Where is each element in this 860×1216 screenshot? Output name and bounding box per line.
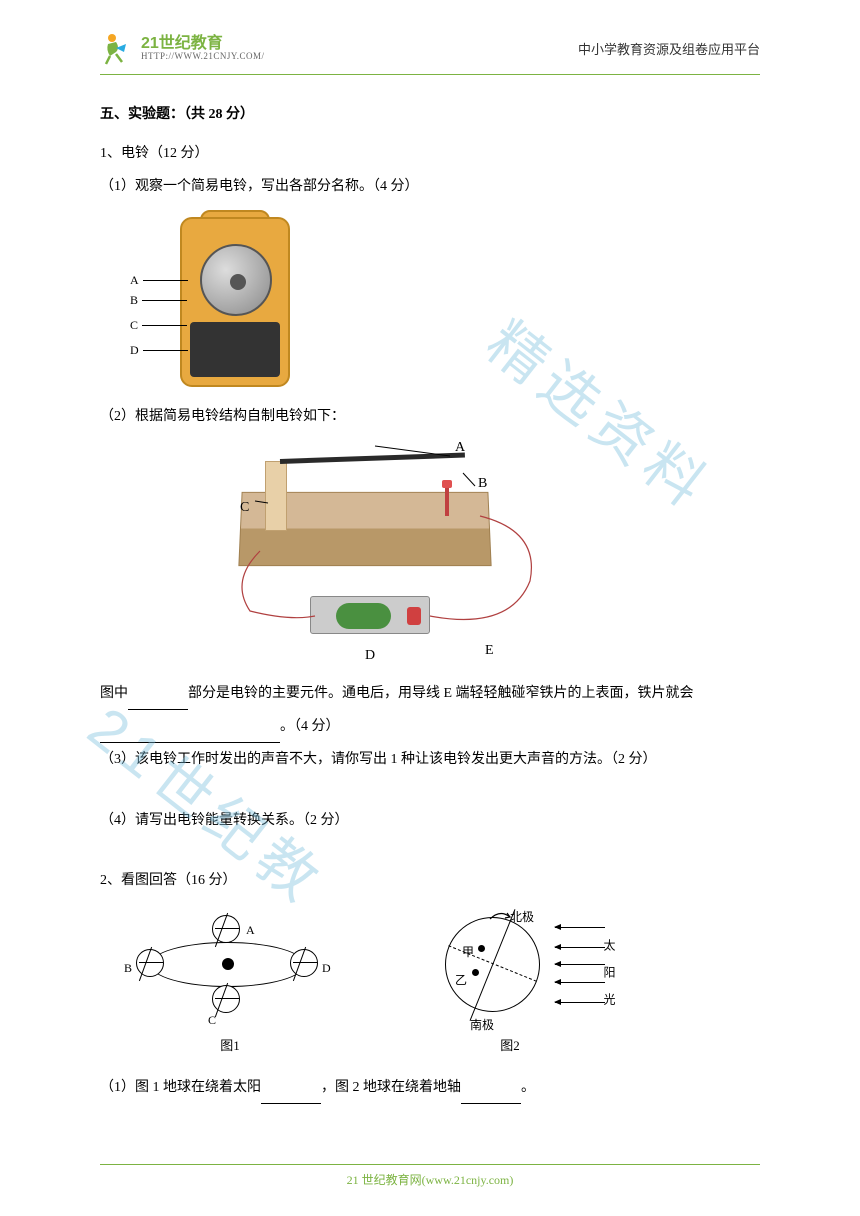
logo-icon <box>100 30 136 66</box>
footer-text: 21 世纪教育网(www.21cnjy.com) <box>0 1171 860 1188</box>
page-footer: 21 世纪教育网(www.21cnjy.com) <box>0 1164 860 1188</box>
circuit-arm <box>280 453 465 464</box>
q1-intro: 1、电铃（12 分） <box>100 139 760 170</box>
figure-1: A B C D 图1 <box>130 907 330 1061</box>
logo-en: HTTP://WWW.21CNJY.COM/ <box>141 52 265 61</box>
fig1-a: A <box>246 917 255 943</box>
fig2-yi: 乙 <box>455 967 467 993</box>
q1-p3-prefix: 图中 <box>100 686 128 701</box>
bell-base <box>190 322 280 377</box>
circuit-label-b: B <box>478 469 487 500</box>
section-title: 五、实验题：（共 28 分） <box>100 100 760 131</box>
header-right-text: 中小学教育资源及组卷应用平台 <box>578 39 760 58</box>
logo: 21世纪教育 HTTP://WWW.21CNJY.COM/ <box>100 30 265 66</box>
fig2-jia: 甲 <box>462 939 474 965</box>
figures-row: A B C D 图1 <box>130 907 760 1061</box>
page-header: 21世纪教育 HTTP://WWW.21CNJY.COM/ 中小学教育资源及组卷… <box>0 0 860 74</box>
bell-dome <box>200 244 272 316</box>
circuit-label-d: D <box>365 641 375 672</box>
footer-divider <box>100 1164 760 1165</box>
blank-1[interactable] <box>128 692 188 710</box>
sun-arrow-1 <box>555 927 605 928</box>
q2-p1-suffix: 。 <box>521 1080 535 1095</box>
globe-c <box>212 985 240 1013</box>
q1-p3: 图中 部分是电铃的主要元件。通电后，用导线 E 端轻轻触碰窄铁片的上表面，铁片就会 <box>100 679 760 710</box>
q1-p3-line2: 。（4 分） <box>100 712 760 743</box>
circuit-diagram: A B C D E <box>180 441 580 671</box>
figure-2: 北极 南极 甲 乙 太 阳 光 图2 <box>410 907 610 1061</box>
q1-p3-suffix: 。（4 分） <box>280 719 340 734</box>
fig1-b: B <box>124 955 132 981</box>
q1-p3-mid: 部分是电铃的主要元件。通电后，用导线 E 端轻轻触碰窄铁片的上表面，铁片就会 <box>188 686 694 701</box>
q2-p1: （1）图 1 地球在绕着太阳 ，图 2 地球在绕着地轴 。 <box>100 1073 760 1104</box>
q1-p4: （3）该电铃工作时发出的声音不大，请你写出 1 种让该电铃发出更大声音的方法。（… <box>100 745 760 776</box>
blank-4[interactable] <box>461 1086 521 1104</box>
fig2-north: 北极 <box>510 904 534 930</box>
q1-p2: （2）根据简易电铃结构自制电铃如下： <box>100 402 760 433</box>
globe-d <box>290 949 318 977</box>
content-area: 五、实验题：（共 28 分） 1、电铃（12 分） （1）观察一个简易电铃，写出… <box>0 75 860 1104</box>
globe-b <box>136 949 164 977</box>
q2-intro: 2、看图回答（16 分） <box>100 866 760 897</box>
globe-a <box>212 915 240 943</box>
bell-diagram: A B C D <box>130 212 310 392</box>
blank-2[interactable] <box>100 725 280 743</box>
circuit-nail <box>445 486 449 516</box>
q1-p1: （1）观察一个简易电铃，写出各部分名称。（4 分） <box>100 172 760 203</box>
circuit-label-e: E <box>485 636 494 667</box>
fig2-south: 南极 <box>470 1012 494 1038</box>
fig1-c: C <box>208 1007 216 1033</box>
q2-p1-mid: ，图 2 地球在绕着地轴 <box>321 1080 461 1095</box>
logo-text: 21世纪教育 HTTP://WWW.21CNJY.COM/ <box>141 36 265 61</box>
q2-p1-prefix: （1）图 1 地球在绕着太阳 <box>100 1080 261 1095</box>
blank-3[interactable] <box>261 1086 321 1104</box>
fig2-caption: 图2 <box>410 1032 610 1061</box>
circuit-label-a: A <box>455 433 465 464</box>
circuit-post <box>265 461 287 531</box>
bell-label-b: B <box>130 287 187 313</box>
fig1-caption: 图1 <box>130 1032 330 1061</box>
bell-label-c: C <box>130 312 187 338</box>
fig2-sun: 太 阳 光 <box>596 939 622 1011</box>
circuit-label-c: C <box>240 493 249 524</box>
fig1-d: D <box>322 955 331 981</box>
circuit-battery <box>310 596 430 634</box>
bell-label-d: D <box>130 337 188 363</box>
q1-p5: （4）请写出电铃能量转换关系。（2 分） <box>100 806 760 837</box>
logo-cn: 21世纪教育 <box>141 36 265 52</box>
